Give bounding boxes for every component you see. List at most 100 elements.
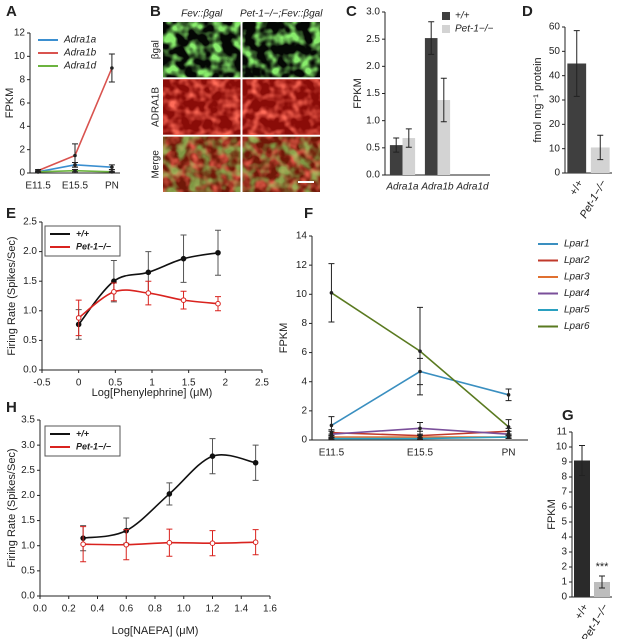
error-bar xyxy=(428,21,435,55)
y-tick-label: 12 xyxy=(14,28,26,39)
y-tick-label: 10 xyxy=(549,143,561,154)
legend-label: Adra1b xyxy=(63,48,97,59)
x-axis-label: Log[NAEPA] (μM) xyxy=(112,625,199,637)
y-tick-label: 2.0 xyxy=(21,490,35,501)
y-tick-label: 60 xyxy=(549,22,561,33)
y-axis-label: Firing Rate (Spikes/Sec) xyxy=(6,236,18,355)
y-tick-label: 0 xyxy=(561,592,567,603)
x-tick-label: E15.5 xyxy=(407,448,434,459)
legend-label: Lpar6 xyxy=(564,321,590,332)
point xyxy=(418,426,422,431)
annotation: *** xyxy=(596,561,610,573)
point xyxy=(166,491,173,497)
micrograph-signal xyxy=(163,136,241,192)
y-tick-label: 0.5 xyxy=(21,565,35,576)
micrograph-signal xyxy=(163,79,241,135)
x-tick-label: 0.8 xyxy=(148,604,162,615)
y-axis-label: Firing Rate (Spikes/Sec) xyxy=(6,448,18,567)
legend-label: Lpar1 xyxy=(564,239,590,250)
y-tick-label: 3.5 xyxy=(21,415,35,426)
x-tick-label: -0.5 xyxy=(33,378,51,389)
y-tick-label: 11 xyxy=(557,427,568,438)
y-tick-label: 50 xyxy=(549,46,561,57)
x-tick-label: 1.6 xyxy=(263,604,277,615)
bar xyxy=(574,460,590,597)
bar xyxy=(567,63,587,173)
bar xyxy=(437,100,451,175)
x-tick-label: Adra1b xyxy=(420,182,454,193)
point xyxy=(110,66,114,70)
point xyxy=(180,255,187,262)
y-tick-label: 2.5 xyxy=(21,465,35,476)
y-tick-label: 8 xyxy=(561,472,567,483)
legend-label: Pet-1−/− xyxy=(455,24,494,35)
legend-label: Adra1d xyxy=(63,61,97,72)
x-tick-label: 0.2 xyxy=(62,604,76,615)
point xyxy=(166,539,173,546)
y-tick-label: 3.0 xyxy=(21,440,35,451)
x-tick-label: +/+ xyxy=(573,602,591,622)
error-bar xyxy=(405,128,412,148)
point xyxy=(110,165,114,169)
x-tick-label: 1.0 xyxy=(177,604,191,615)
point xyxy=(215,300,221,307)
point xyxy=(75,315,82,321)
point xyxy=(418,349,422,353)
row-label: βgal xyxy=(151,40,162,59)
row-label: Merge xyxy=(151,150,162,179)
y-tick-label: 0 xyxy=(554,168,560,179)
legend-label: +/+ xyxy=(76,228,90,238)
x-tick-label: 2.5 xyxy=(255,378,269,389)
panel-letter: B xyxy=(150,3,161,20)
point xyxy=(180,297,187,303)
point xyxy=(329,432,334,436)
legend-label: Adra1a xyxy=(63,35,97,46)
y-tick-label: 2 xyxy=(301,405,307,416)
y-tick-label: 30 xyxy=(549,95,561,106)
point xyxy=(418,436,422,441)
y-tick-label: 8 xyxy=(301,318,307,329)
x-tick-label: 1 xyxy=(149,378,155,389)
x-tick-label: 2 xyxy=(223,378,229,389)
point xyxy=(145,269,152,276)
x-axis-label: Log[Phenylephrine] (μM) xyxy=(92,387,213,399)
x-tick-label: PN xyxy=(105,181,119,192)
panel-letter: E xyxy=(6,205,16,222)
point xyxy=(36,170,40,174)
y-tick-label: 2 xyxy=(561,562,567,573)
y-tick-label: 2 xyxy=(19,144,25,155)
y-tick-label: 2.0 xyxy=(366,61,380,72)
y-tick-label: 1.5 xyxy=(21,515,35,526)
y-tick-label: 3 xyxy=(561,547,567,558)
legend-label: +/+ xyxy=(76,428,90,438)
y-tick-label: 9 xyxy=(561,457,567,468)
y-tick-label: 6 xyxy=(301,347,307,358)
y-axis-label: FPKM xyxy=(278,323,290,354)
bar xyxy=(389,145,403,175)
x-tick-label: PN xyxy=(502,448,516,459)
point xyxy=(73,153,77,158)
column-label: Fev::βgal xyxy=(181,9,223,20)
y-tick-label: 1.0 xyxy=(21,540,35,551)
x-tick-label: Adra1d xyxy=(455,182,489,193)
y-axis-label: FPKM xyxy=(4,88,16,119)
point xyxy=(123,541,130,548)
point xyxy=(145,290,152,296)
y-tick-label: 5 xyxy=(561,517,567,528)
x-tick-label: E15.5 xyxy=(62,181,89,192)
legend-swatch xyxy=(442,12,450,20)
y-tick-label: 0.5 xyxy=(23,335,37,346)
micrograph-signal xyxy=(242,22,320,78)
y-tick-label: 10 xyxy=(556,442,568,453)
x-tick-label: 0.5 xyxy=(108,378,122,389)
x-tick-label: 1.5 xyxy=(182,378,196,389)
y-axis-label: FPKM xyxy=(546,499,558,530)
y-tick-label: 8 xyxy=(19,74,25,85)
y-tick-label: 20 xyxy=(549,119,561,130)
y-tick-label: 2.5 xyxy=(23,217,37,228)
y-tick-label: 1 xyxy=(561,577,567,588)
legend-label: Pet-1−/− xyxy=(76,441,112,451)
y-tick-label: 40 xyxy=(549,70,561,81)
y-tick-label: 0.0 xyxy=(366,170,380,181)
